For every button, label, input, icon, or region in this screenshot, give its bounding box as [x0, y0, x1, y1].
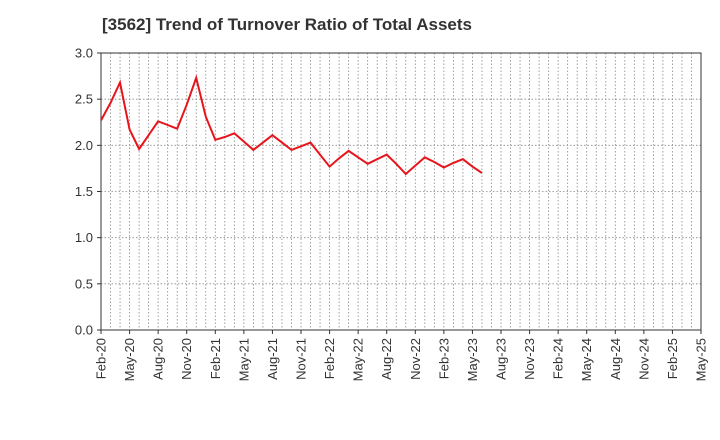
x-tick-label: Aug-23	[494, 338, 509, 380]
x-tick-label: Nov-23	[522, 338, 537, 380]
y-tick-label: 0.0	[75, 323, 93, 338]
y-tick-label: 3.0	[75, 46, 93, 61]
y-tick-label: 1.5	[75, 184, 93, 199]
x-tick-label: Feb-23	[436, 338, 451, 379]
x-tick-label: Nov-24	[636, 338, 651, 380]
x-tick-label: Feb-21	[208, 338, 223, 379]
y-tick-label: 0.5	[75, 276, 93, 291]
axis-layer	[97, 52, 702, 334]
series-line-0	[100, 74, 483, 176]
x-tick-label: Aug-22	[379, 338, 394, 380]
x-tick-label: Feb-22	[322, 338, 337, 379]
chart-title: [3562] Trend of Turnover Ratio of Total …	[102, 15, 472, 34]
x-tick-label: Feb-20	[94, 338, 109, 379]
y-tick-label: 1.0	[75, 230, 93, 245]
x-tick-label: May-23	[465, 338, 480, 381]
series-layer	[100, 74, 483, 176]
y-tick-label: 2.5	[75, 92, 93, 107]
x-tick-label: May-21	[236, 338, 251, 381]
label-layer: 0.0 0.5 1.0 1.5 2.0 2.5 3.0 Feb-20 May-20 Aug-20 N…	[75, 46, 709, 382]
x-tick-label: Nov-22	[408, 338, 423, 380]
x-tick-label: Feb-24	[551, 338, 566, 379]
x-tick-label: Aug-21	[265, 338, 280, 380]
plot-frame	[100, 52, 702, 331]
x-tick-label: Nov-21	[294, 338, 309, 380]
y-tick-label: 2.0	[75, 138, 93, 153]
x-tick-label: May-25	[694, 338, 709, 381]
x-tick-label: Aug-20	[151, 338, 166, 380]
x-tick-label: May-24	[579, 338, 594, 381]
x-tick-label: Nov-20	[179, 338, 194, 380]
x-tick-label: Feb-25	[665, 338, 680, 379]
x-tick-label: May-20	[122, 338, 137, 381]
x-tick-label: Aug-24	[608, 338, 623, 380]
x-tick-label: May-22	[351, 338, 366, 381]
